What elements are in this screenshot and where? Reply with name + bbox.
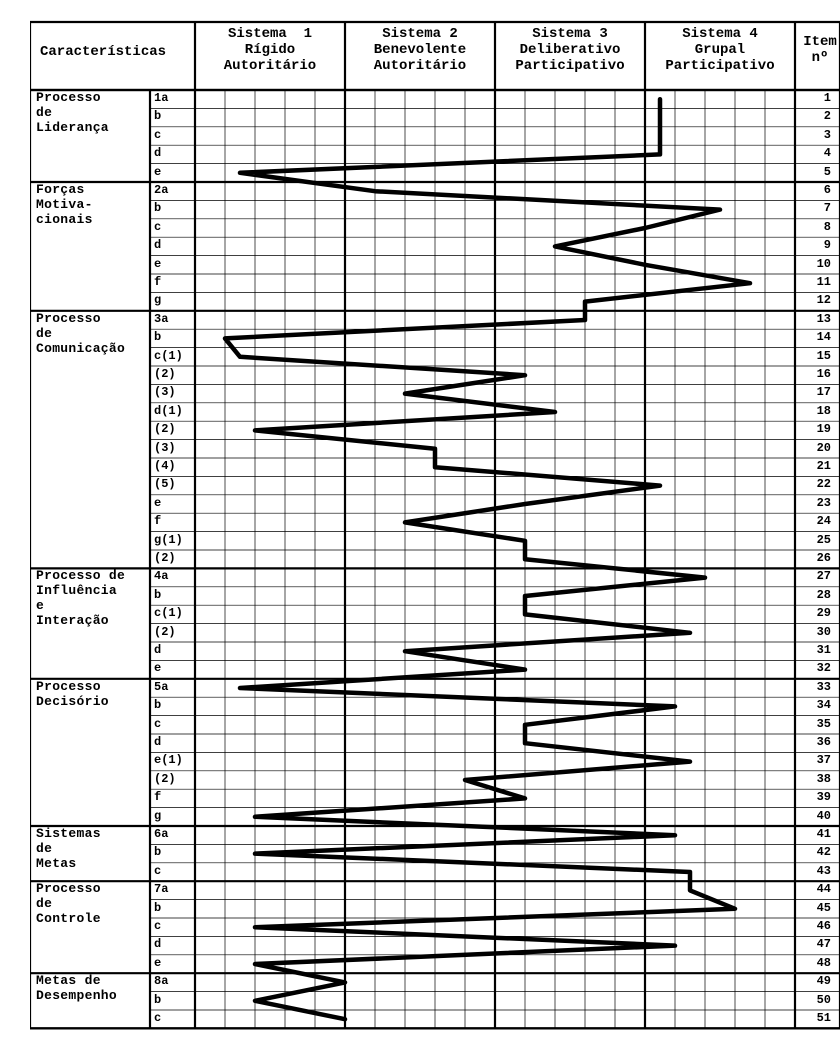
- grid-and-profile-svg: [30, 20, 840, 1032]
- likert-profile-chart: Características Item nº Sistema 1 Rígido…: [30, 20, 840, 1038]
